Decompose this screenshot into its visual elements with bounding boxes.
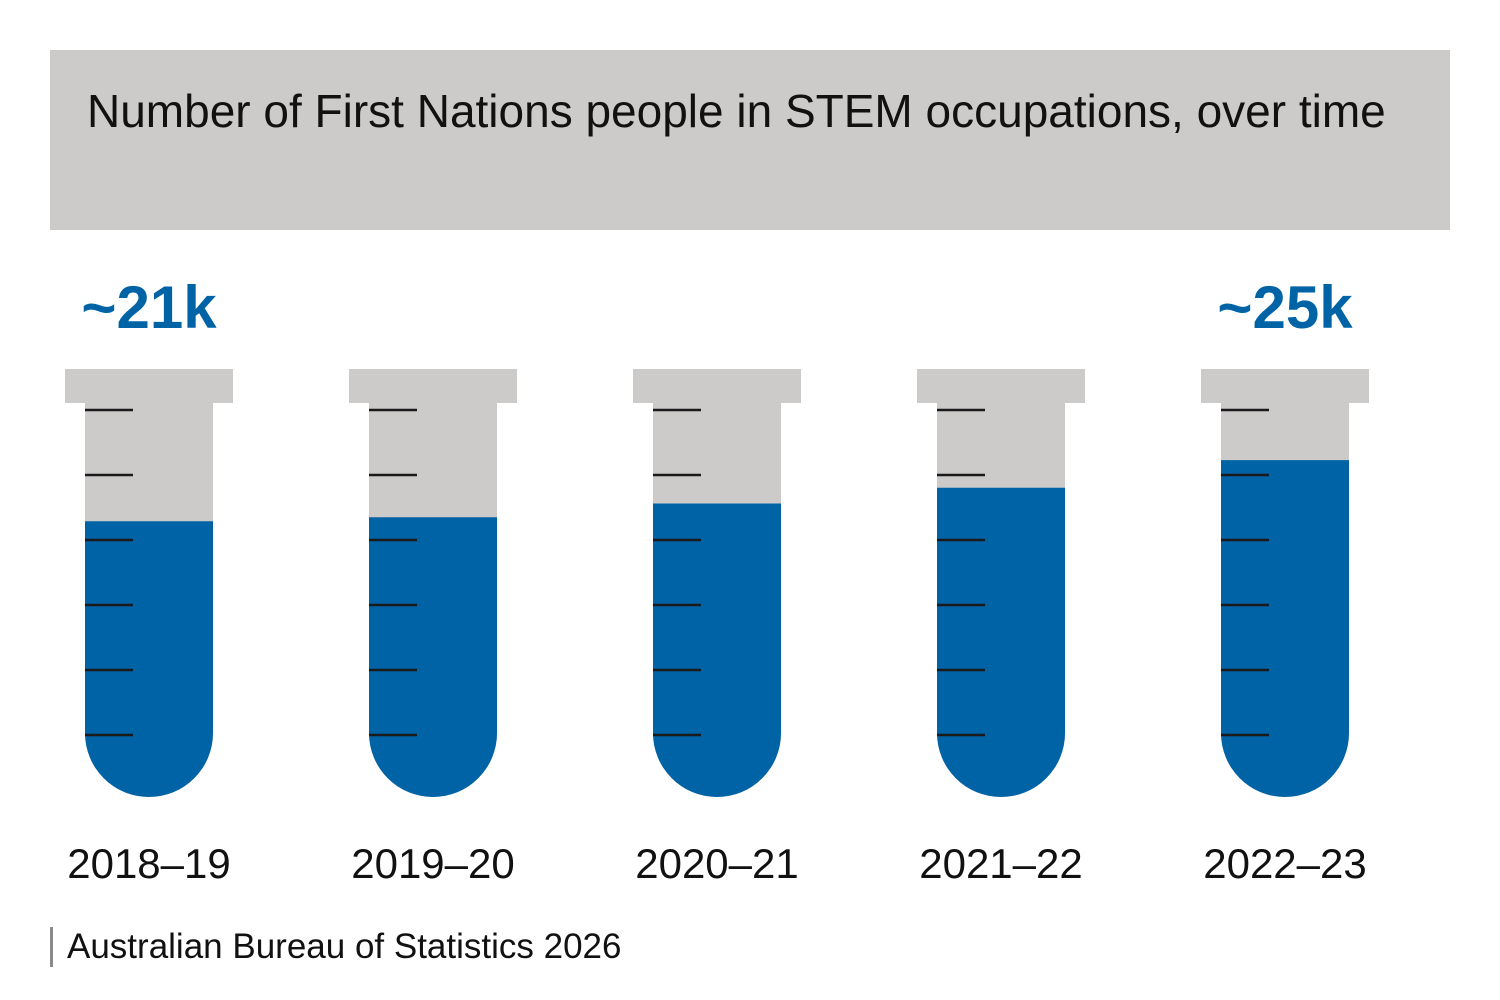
category-label: 2019–20 <box>351 840 515 887</box>
value-annotation: ~21k <box>81 274 217 341</box>
value-annotation: ~25k <box>1217 274 1353 341</box>
source-divider <box>50 927 53 967</box>
tube-cap <box>917 369 1085 403</box>
tube-2022–23: 2022–23 <box>1201 369 1369 887</box>
tube-2021–22: 2021–22 <box>917 369 1085 887</box>
category-label: 2020–21 <box>635 840 799 887</box>
tube-cap <box>633 369 801 403</box>
tube-2020–21: 2020–21 <box>633 369 801 887</box>
source-line: Australian Bureau of Statistics 2026 <box>50 925 621 969</box>
tube-cap <box>65 369 233 403</box>
tube-2019–20: 2019–20 <box>349 369 517 887</box>
fill-bar-2020–21 <box>653 503 781 797</box>
chart-title: Number of First Nations people in STEM o… <box>87 85 1386 137</box>
fill-bar-2022–23 <box>1221 460 1349 797</box>
category-label: 2018–19 <box>67 840 231 887</box>
title-banner: Number of First Nations people in STEM o… <box>50 50 1450 230</box>
tube-2018–19: 2018–19 <box>65 369 233 887</box>
category-label: 2022–23 <box>1203 840 1367 887</box>
fill-bar-2018–19 <box>85 521 213 797</box>
fill-bar-2019–20 <box>369 517 497 797</box>
tube-cap <box>1201 369 1369 403</box>
category-label: 2021–22 <box>919 840 1083 887</box>
source-text: Australian Bureau of Statistics 2026 <box>67 927 622 966</box>
fill-bar-2021–22 <box>937 487 1065 797</box>
tube-cap <box>349 369 517 403</box>
